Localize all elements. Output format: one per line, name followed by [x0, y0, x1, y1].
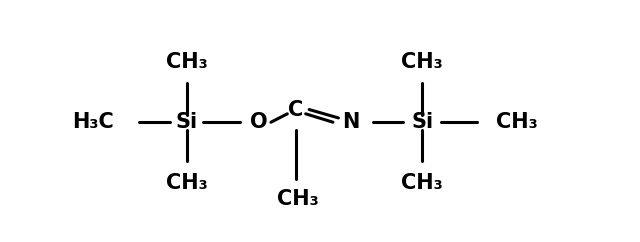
Text: O: O — [250, 112, 268, 132]
Text: CH₃: CH₃ — [277, 189, 319, 209]
Text: CH₃: CH₃ — [495, 112, 538, 132]
Text: H₃C: H₃C — [72, 112, 114, 132]
Text: Si: Si — [411, 112, 433, 132]
Text: CH₃: CH₃ — [401, 173, 443, 193]
Text: N: N — [342, 112, 359, 132]
Text: Si: Si — [175, 112, 198, 132]
Text: CH₃: CH₃ — [166, 52, 207, 72]
Text: CH₃: CH₃ — [401, 52, 443, 72]
Text: C: C — [288, 100, 303, 120]
Text: CH₃: CH₃ — [166, 173, 207, 193]
